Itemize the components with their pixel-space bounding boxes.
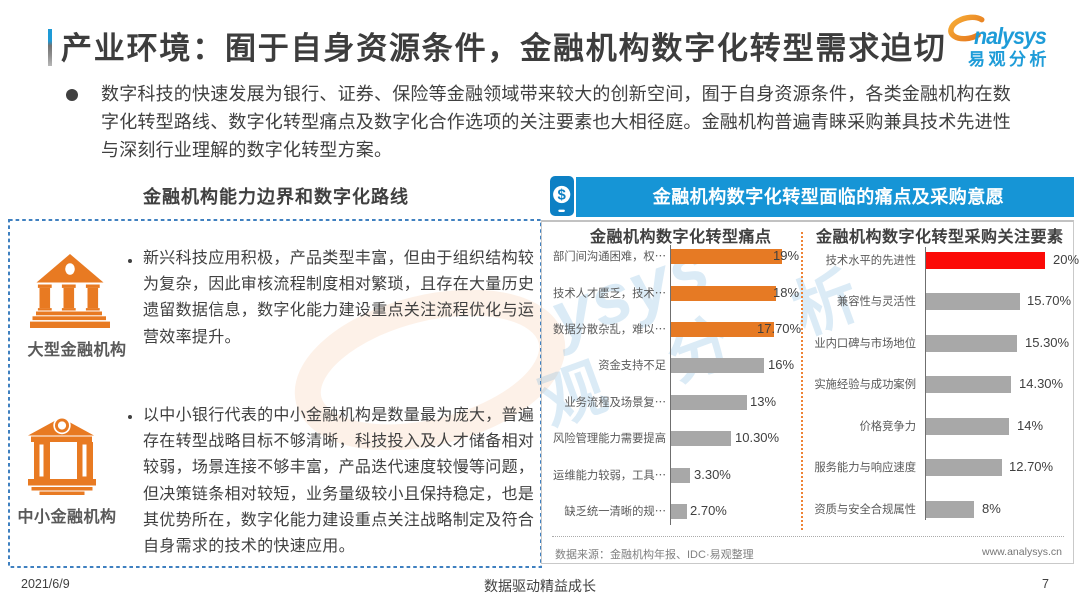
svg-text:$: $ — [558, 186, 567, 203]
